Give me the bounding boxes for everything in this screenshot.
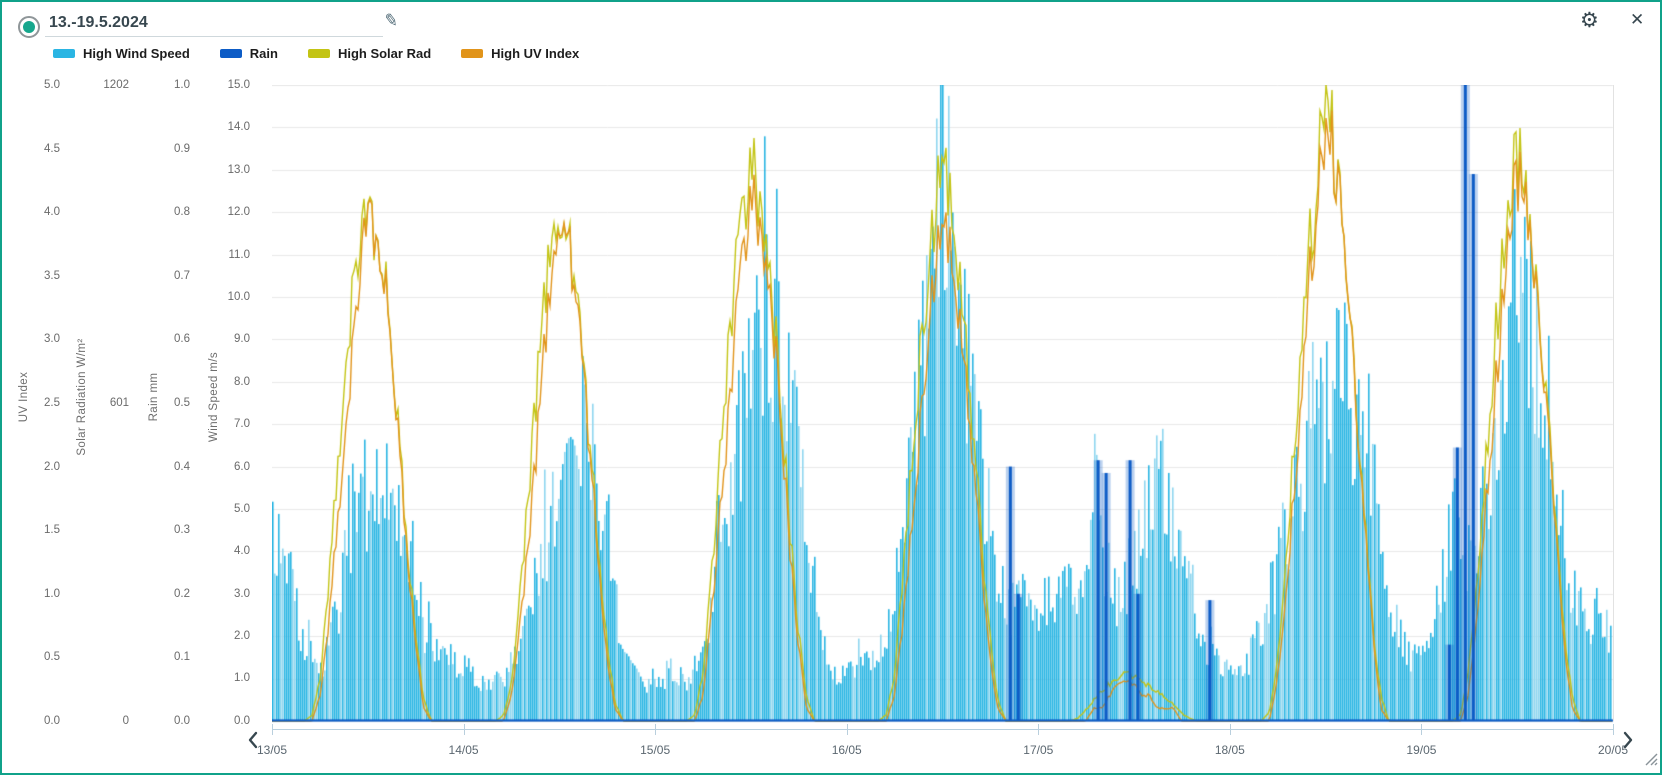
x-axis-tick <box>655 724 657 735</box>
station-radio-button[interactable] <box>18 16 40 38</box>
uv-tick-label: 1.0 <box>44 587 60 600</box>
x-axis-label: 20/05 <box>1597 743 1629 757</box>
legend-label: High Wind Speed <box>83 46 190 61</box>
chart-plot-area[interactable] <box>272 85 1614 725</box>
x-axis-tick <box>1613 724 1614 735</box>
wind-tick-label: 6.0 <box>234 460 250 473</box>
uv-tick-label: 0.5 <box>44 651 60 664</box>
wind-tick-label: 15.0 <box>227 79 250 91</box>
solar-axis-title: Solar Radiation W/m² <box>76 338 88 456</box>
x-axis-tick <box>1421 724 1423 735</box>
x-axis-label: 14/05 <box>448 743 479 757</box>
uv-tick-label: 0.0 <box>44 714 60 727</box>
legend-label: Rain <box>249 46 278 61</box>
uv-tick-label: 1.5 <box>44 524 60 537</box>
date-range-input[interactable] <box>45 10 383 37</box>
x-axis-label: 19/05 <box>1406 743 1437 757</box>
wind-tick-label: 4.0 <box>234 545 250 558</box>
x-axis-tick <box>272 724 273 735</box>
rain-tick-label: 0.9 <box>174 142 190 155</box>
rain-tick-label: 0.7 <box>174 269 190 282</box>
uv-tick-label: 3.5 <box>44 269 60 282</box>
rain-tick-label: 0.3 <box>174 524 190 537</box>
uv-axis-ticks: 5.0 4.5 4.0 3.5 3.0 2.5 2.0 1.5 1.0 0.5 0.0 <box>30 77 60 729</box>
chart-legend: High Wind Speed Rain High Solar Rad High UV… <box>53 46 579 61</box>
plot-right-border <box>1613 85 1614 721</box>
wind-tick-label: 2.0 <box>234 630 250 643</box>
x-axis-tick <box>846 724 848 735</box>
legend-item-2[interactable]: High Solar Rad <box>307 46 432 61</box>
wind-tick-label: 9.0 <box>234 333 250 346</box>
wind-tick-label: 0.0 <box>234 714 250 727</box>
legend-swatch <box>219 49 242 58</box>
wind-tick-label: 13.0 <box>227 163 250 176</box>
wind-tick-label: 8.0 <box>234 375 250 388</box>
solar-tick-label: 0 <box>122 715 129 727</box>
x-axis-tick <box>1038 724 1040 735</box>
wind-tick-label: 5.0 <box>234 502 250 515</box>
x-axis-label: 15/05 <box>640 743 671 757</box>
wind-axis-ticks: 15.0 14.0 13.0 12.0 11.0 10.0 9.0 8.0 7.0 6.0 5.0 4… <box>216 77 250 729</box>
rain-tick-label: 0.0 <box>174 714 190 727</box>
wind-tick-label: 10.0 <box>227 290 250 303</box>
resize-grip[interactable] <box>1642 750 1658 766</box>
uv-axis-title: UV Index <box>18 371 30 423</box>
station-radio-dot <box>23 21 35 33</box>
rain-axis-title: Rain mm <box>148 372 160 422</box>
rain-tick-label: 0.1 <box>174 651 190 664</box>
x-axis-label: 16/05 <box>831 743 862 757</box>
uv-tick-label: 5.0 <box>44 79 60 91</box>
close-icon[interactable]: ✕ <box>1630 10 1645 29</box>
scroll-right-chevron[interactable] <box>1622 731 1634 749</box>
uv-tick-label: 2.0 <box>44 460 60 473</box>
solar-axis-ticks: 1202 601 0 <box>92 77 129 729</box>
x-axis-label: 18/05 <box>1214 743 1245 757</box>
rain-tick-label: 1.0 <box>174 79 190 91</box>
solar-tick-label: 1202 <box>103 79 129 91</box>
x-axis-tick <box>463 724 465 735</box>
solar-tick-label: 601 <box>109 397 129 409</box>
rain-tick-label: 0.8 <box>174 206 190 219</box>
x-axis-label: 13/05 <box>256 743 288 757</box>
legend-label: High UV Index <box>491 46 580 61</box>
legend-item-0[interactable]: High Wind Speed <box>53 46 190 61</box>
uv-tick-label: 3.0 <box>44 333 60 346</box>
legend-swatch <box>461 49 484 58</box>
wind-tick-label: 14.0 <box>227 121 250 134</box>
settings-gear-icon[interactable]: ⚙ <box>1580 9 1599 32</box>
rain-axis-ticks: 1.0 0.9 0.8 0.7 0.6 0.5 0.4 0.3 0.2 0.1 0.0 <box>160 77 190 729</box>
wind-tick-label: 12.0 <box>227 206 250 219</box>
rain-tick-label: 0.5 <box>174 396 190 409</box>
edit-pencil-icon[interactable]: ✎ <box>382 10 400 31</box>
scroll-left-chevron[interactable] <box>247 731 259 749</box>
uv-tick-label: 2.5 <box>44 396 60 409</box>
x-axis-line <box>272 729 1613 730</box>
wind-tick-label: 3.0 <box>234 587 250 600</box>
wind-tick-label: 11.0 <box>228 248 250 261</box>
wind-tick-label: 1.0 <box>234 672 250 685</box>
x-axis-label: 17/05 <box>1023 743 1054 757</box>
legend-item-3[interactable]: High UV Index <box>461 46 579 61</box>
legend-label: High Solar Rad <box>337 46 432 61</box>
rain-tick-label: 0.2 <box>174 587 190 600</box>
uv-tick-label: 4.5 <box>44 142 60 155</box>
rain-tick-label: 0.6 <box>174 333 190 346</box>
rain-tick-label: 0.4 <box>174 460 190 473</box>
legend-item-1[interactable]: Rain <box>219 46 278 61</box>
wind-tick-label: 7.0 <box>234 418 250 431</box>
x-axis-tick <box>1229 724 1231 735</box>
legend-swatch <box>307 49 330 58</box>
legend-swatch <box>53 49 75 58</box>
uv-tick-label: 4.0 <box>44 206 60 219</box>
